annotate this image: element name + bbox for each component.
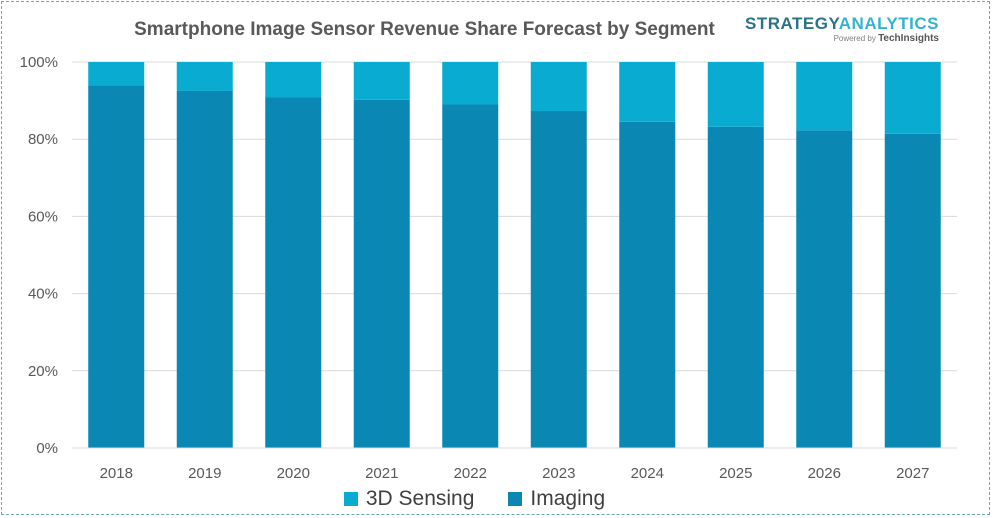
- bar-imaging: [530, 111, 587, 448]
- x-tick-label: 2021: [365, 465, 398, 482]
- bar-imaging: [707, 126, 764, 449]
- y-tick-label: 0%: [36, 440, 58, 457]
- bar-imaging: [353, 99, 410, 448]
- legend-swatch-3d-sensing: [343, 492, 358, 506]
- brand-name: STRATEGYANALYTICS: [745, 14, 939, 34]
- bar-3d-sensing: [442, 62, 499, 105]
- x-tick-label: 2022: [454, 465, 487, 482]
- legend-label-imaging: Imaging: [530, 487, 606, 510]
- bar-imaging: [796, 130, 853, 448]
- brand-logo: STRATEGYANALYTICS Powered by TechInsight…: [745, 14, 939, 44]
- legend-item-imaging: Imaging: [508, 487, 605, 511]
- bar-3d-sensing: [265, 62, 322, 98]
- bar-imaging: [619, 121, 676, 448]
- x-tick-label: 2025: [719, 465, 752, 482]
- bar-3d-sensing: [619, 62, 676, 122]
- chart-title: Smartphone Image Sensor Revenue Share Fo…: [134, 19, 715, 40]
- x-tick-label: 2019: [188, 465, 221, 482]
- bar-3d-sensing: [88, 62, 145, 86]
- bar-3d-sensing: [530, 62, 587, 112]
- x-tick-label: 2024: [631, 465, 664, 482]
- bar-imaging: [176, 90, 233, 448]
- y-tick-label: 20%: [28, 363, 58, 380]
- x-tick-label: 2027: [896, 465, 929, 482]
- legend-swatch-imaging: [508, 492, 523, 506]
- brand-powered-by: Powered by TechInsights: [745, 34, 939, 44]
- bar-3d-sensing: [707, 62, 764, 127]
- x-tick-label: 2020: [277, 465, 310, 482]
- legend-label-3d-sensing: 3D Sensing: [365, 487, 475, 510]
- y-tick-label: 60%: [28, 208, 58, 225]
- y-tick-label: 100%: [20, 54, 58, 71]
- brand-name-part2: ANALYTICS: [838, 14, 939, 33]
- powered-by-name: TechInsights: [878, 33, 939, 44]
- bar-imaging: [265, 97, 322, 449]
- legend: 3D Sensing Imaging: [2, 487, 947, 511]
- bar-imaging: [88, 85, 145, 448]
- bar-3d-sensing: [353, 62, 410, 100]
- bar-imaging: [884, 133, 941, 448]
- brand-name-part1: STRATEGY: [745, 14, 839, 33]
- x-tick-label: 2023: [542, 465, 575, 482]
- bar-imaging: [442, 104, 499, 449]
- bar-3d-sensing: [884, 62, 941, 134]
- y-tick-label: 40%: [28, 286, 58, 303]
- x-tick-label: 2018: [100, 465, 133, 482]
- bar-3d-sensing: [176, 62, 233, 91]
- x-tick-label: 2026: [808, 465, 841, 482]
- bar-3d-sensing: [796, 62, 853, 131]
- y-tick-label: 80%: [28, 131, 58, 148]
- legend-item-3d-sensing: 3D Sensing: [343, 487, 475, 511]
- powered-prefix: Powered by: [833, 34, 876, 43]
